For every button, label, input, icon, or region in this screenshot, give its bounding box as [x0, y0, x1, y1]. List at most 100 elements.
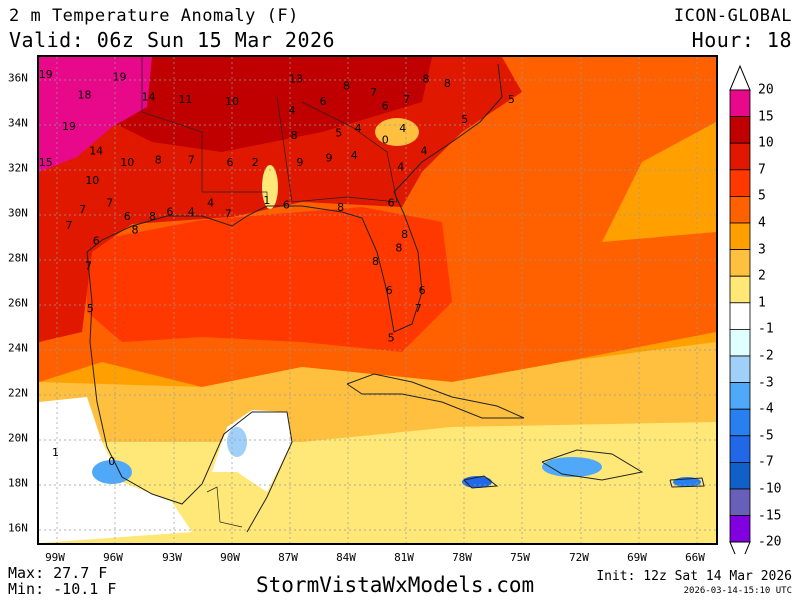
model-name: ICON-GLOBAL: [673, 6, 792, 26]
lat-label: 16N: [8, 521, 28, 535]
colorbar-box: [729, 515, 751, 543]
colorbar-label: -3: [758, 375, 774, 391]
station-anomaly-value: 14: [142, 91, 156, 104]
station-anomaly-value: 6: [386, 284, 393, 297]
station-anomaly-value: 6: [166, 205, 173, 218]
colorbar-box: [729, 89, 751, 118]
station-anomaly-value: 4: [397, 160, 404, 173]
station-anomaly-value: 4: [355, 122, 362, 135]
colorbar-label: 4: [758, 215, 766, 231]
colorbar-label: 10: [758, 135, 774, 151]
colorbar-label: -10: [758, 481, 782, 497]
station-anomaly-value: 8: [372, 255, 379, 268]
station-anomaly-value: 6: [388, 196, 395, 209]
lon-label: 75W: [510, 551, 530, 564]
station-anomaly-value: 7: [403, 93, 410, 106]
state-borders: [276, 96, 398, 203]
station-anomaly-value: 10: [225, 95, 239, 108]
station-anomaly-value: 6: [124, 210, 131, 223]
hispaniola: [541, 449, 644, 481]
station-anomaly-value: 8: [423, 73, 430, 86]
station-anomaly-value: 7: [66, 219, 73, 232]
field-plus3-south: [39, 342, 716, 452]
colorbar-label: -7: [758, 454, 774, 470]
station-anomaly-value: 0: [108, 455, 115, 468]
station-anomaly-value: 7: [415, 302, 422, 315]
station-anomaly-value: 7: [225, 208, 232, 221]
lat-label: 20N: [8, 431, 28, 445]
station-anomaly-value: 15: [39, 156, 53, 169]
init-time: Init: 12z Sat 14 Mar 2026: [596, 569, 792, 584]
colorbar-bottom-arrow: [729, 541, 751, 554]
min-value: Min: -10.1 F: [8, 580, 117, 598]
field-cold-spot: [92, 460, 132, 484]
station-anomaly-value: 4: [207, 196, 214, 209]
colorbar-label: 3: [758, 242, 766, 258]
site-watermark[interactable]: StormVistaWxModels.com: [256, 573, 535, 597]
lat-label: 28N: [8, 251, 28, 265]
gulf-coast: [86, 251, 293, 533]
lat-label: 32N: [8, 161, 28, 175]
coastlines: [86, 57, 705, 533]
station-anomaly-value: 1: [52, 446, 59, 459]
lat-label: 30N: [8, 206, 28, 220]
station-anomaly-value: 8: [401, 228, 408, 241]
station-anomaly-value: 0: [382, 133, 389, 146]
lat-label: 24N: [8, 341, 28, 355]
station-anomaly-value: 19: [62, 120, 76, 133]
colorbar-box: [729, 142, 751, 171]
colorbar-label: -15: [758, 508, 782, 524]
station-anomaly-value: 4: [421, 145, 428, 158]
station-anomaly-value: 6: [320, 95, 327, 108]
lat-label: 22N: [8, 386, 28, 400]
field-plus15: [39, 57, 152, 172]
station-anomaly-value: 8: [343, 79, 350, 92]
map-title: 2 m Temperature Anomaly (F): [9, 6, 299, 26]
lon-label: 90W: [220, 551, 240, 564]
field-small-anom-ms: [262, 165, 278, 209]
colorbar-box: [729, 408, 751, 437]
colorbar-label: 5: [758, 188, 766, 204]
color-scale-bar: [729, 64, 751, 554]
lon-label: 93W: [162, 551, 182, 564]
lon-label: 72W: [569, 551, 589, 564]
colorbar-box: [729, 222, 751, 251]
colorbar-label: 7: [758, 162, 766, 178]
station-anomaly-value: 8: [395, 241, 402, 254]
lat-label: 34N: [8, 116, 28, 130]
colorbar-box: [729, 382, 751, 410]
lon-label: 87W: [278, 551, 298, 564]
lon-label: 96W: [103, 551, 123, 564]
valid-time: Valid: 06z Sun 15 Mar 2026: [9, 28, 336, 52]
station-anomaly-value: 13: [289, 73, 303, 86]
field-cold-spot: [227, 427, 247, 457]
lat-label: 36N: [8, 71, 28, 85]
colorbar-label: -2: [758, 348, 774, 364]
colorbar-label: 20: [758, 82, 774, 98]
lon-label: 84W: [336, 551, 356, 564]
station-anomaly-value: 6: [93, 235, 100, 248]
colorbar-label: -1: [758, 321, 774, 337]
colorbar-label: -4: [758, 401, 774, 417]
station-anomaly-value: 6: [419, 284, 426, 297]
lat-label: 26N: [8, 296, 28, 310]
station-anomaly-value: 6: [227, 156, 234, 169]
station-anomaly-value: 5: [388, 331, 395, 344]
jamaica: [463, 475, 499, 489]
station-anomaly-value: 4: [399, 122, 406, 135]
station-anomaly-value: 8: [132, 223, 139, 236]
station-anomaly-value: 4: [289, 104, 296, 117]
state-borders: [141, 57, 268, 202]
station-anomaly-value: 9: [326, 151, 333, 164]
colorbar-box: [729, 302, 751, 330]
field-plus10: [112, 57, 432, 152]
station-anomaly-value: 8: [149, 210, 156, 223]
colorbar-label: 15: [758, 109, 774, 125]
forecast-hour: Hour: 18: [691, 28, 792, 52]
station-anomaly-value: 1: [263, 194, 270, 207]
lon-label: 81W: [394, 551, 414, 564]
colorbar-label: 1: [758, 295, 766, 311]
station-anomaly-value: 18: [78, 88, 92, 101]
